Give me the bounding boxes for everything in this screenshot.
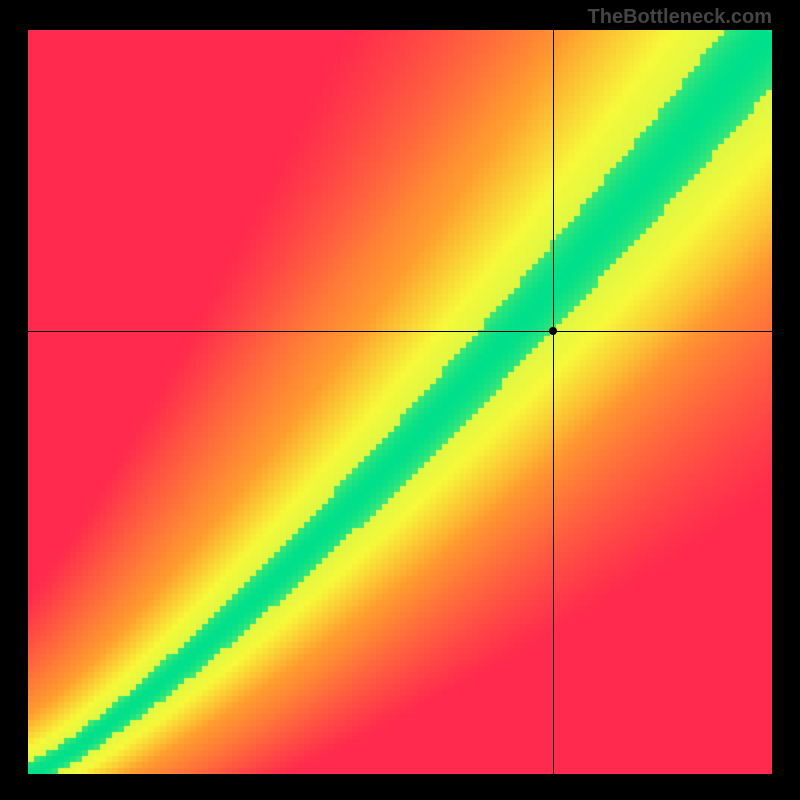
watermark-text: TheBottleneck.com bbox=[588, 6, 772, 29]
crosshair-horizontal bbox=[28, 331, 772, 332]
crosshair-vertical bbox=[553, 30, 554, 774]
crosshair-marker bbox=[549, 327, 557, 335]
heatmap-canvas bbox=[28, 30, 772, 774]
heatmap-plot-area bbox=[28, 30, 772, 774]
